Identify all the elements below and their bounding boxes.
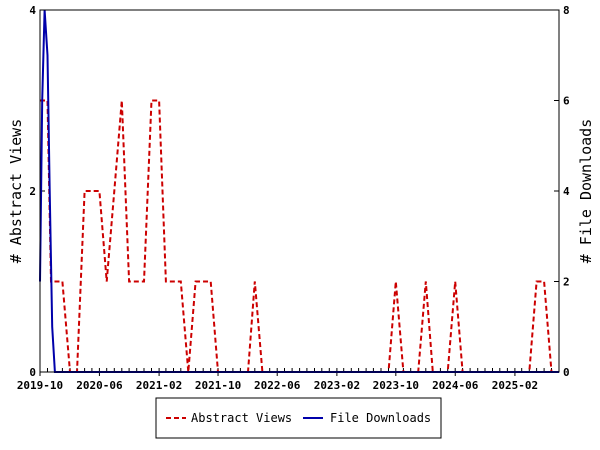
series-line-file-downloads bbox=[39, 9, 559, 373]
legend-box bbox=[155, 397, 442, 439]
x-tick-label: 2024-06 bbox=[432, 379, 479, 392]
x-tick-label: 2021-02 bbox=[136, 379, 182, 392]
series-layer bbox=[39, 9, 559, 373]
x-tick-label: 2025-02 bbox=[492, 379, 538, 392]
y2-tick-label: 4 bbox=[563, 185, 570, 198]
x-tick-label: 2019-10 bbox=[17, 379, 63, 392]
y-tick-label: 0 bbox=[29, 366, 36, 379]
y2-tick-label: 2 bbox=[563, 276, 570, 289]
x-tick-label: 2020-06 bbox=[76, 379, 123, 392]
y-tick-label: 2 bbox=[29, 185, 36, 198]
y-axis-title: # Abstract Views bbox=[7, 119, 25, 264]
y2-axis-title: # File Downloads bbox=[577, 119, 595, 264]
y-tick-label: 4 bbox=[29, 4, 36, 17]
legend-label-abstract-views: Abstract Views bbox=[191, 411, 292, 425]
x-tick-label: 2023-10 bbox=[373, 379, 419, 392]
y2-tick-label: 0 bbox=[563, 366, 570, 379]
label-layer: 2019-10 2020-06 2021-02 2021-10 2022-06 2023-… bbox=[17, 4, 570, 392]
x-tick-label: 2023-02 bbox=[314, 379, 360, 392]
tick-marks bbox=[39, 9, 560, 376]
x-tick-label: 2022-06 bbox=[254, 379, 301, 392]
x-tick-label: 2021-10 bbox=[195, 379, 241, 392]
y2-tick-label: 8 bbox=[563, 4, 570, 17]
legend-label-file-downloads: File Downloads bbox=[330, 411, 431, 425]
series-line-abstract-views bbox=[40, 99, 553, 373]
legend: Abstract Views File Downloads bbox=[155, 397, 442, 439]
y2-tick-label: 6 bbox=[563, 95, 570, 108]
plot-frame bbox=[39, 9, 560, 373]
